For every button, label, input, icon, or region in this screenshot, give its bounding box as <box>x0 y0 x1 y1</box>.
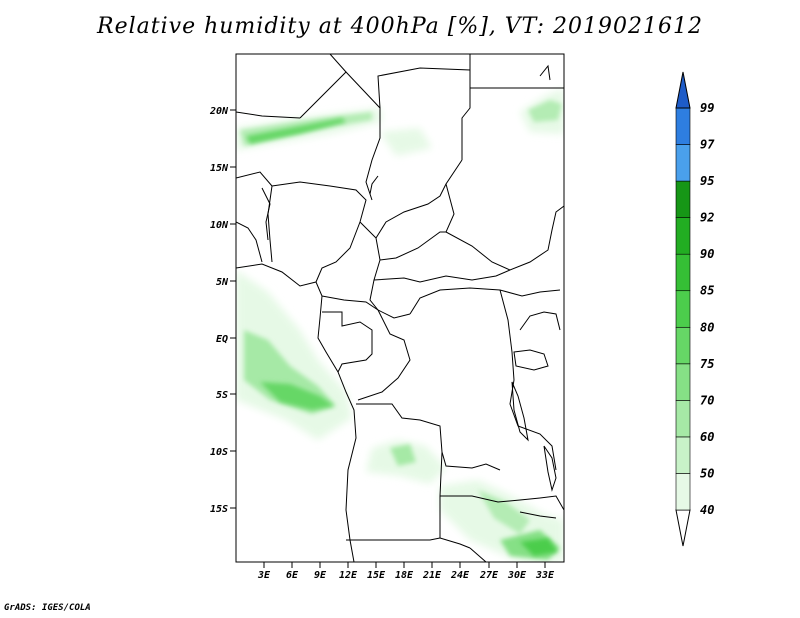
colorbar-label: 90 <box>700 247 714 261</box>
lat-label: 5S <box>216 390 228 401</box>
colorbar-max-arrow <box>675 71 691 109</box>
colorbar-label: 80 <box>700 320 714 334</box>
lat-label: 15S <box>210 504 228 515</box>
colorbar-cell <box>675 436 691 474</box>
colorbar-cell <box>675 253 691 292</box>
lon-label: 33E <box>535 570 555 581</box>
lon-label: 30E <box>507 570 527 581</box>
map-frame <box>235 53 565 563</box>
country-borders <box>236 54 564 562</box>
colorbar-label: 75 <box>700 357 714 371</box>
colorbar-label: 40 <box>700 503 714 517</box>
lat-label: 5N <box>216 277 229 288</box>
lat-label: 15N <box>210 163 229 174</box>
humidity-level-75 <box>246 118 558 556</box>
colorbar-legend: 40 50 60 70 75 80 85 90 92 95 97 99 <box>675 71 715 547</box>
grads-credit: GrADS: IGES/COLA <box>4 603 91 613</box>
colorbar-cell <box>675 400 691 438</box>
colorbar-cells <box>675 71 691 547</box>
colorbar-cell <box>675 290 691 328</box>
colorbar-cell <box>675 144 691 182</box>
colorbar-label: 92 <box>700 211 714 225</box>
colorbar-cell <box>675 363 691 401</box>
lon-label: 21E <box>422 570 442 581</box>
lon-label: 9E <box>314 570 327 581</box>
colorbar-label: 60 <box>700 430 714 444</box>
lon-label: 18E <box>395 570 414 581</box>
colorbar-label: 95 <box>700 174 714 188</box>
lon-label: 12E <box>339 570 358 581</box>
lon-label: 27E <box>479 570 499 581</box>
colorbar-label: 85 <box>700 284 714 298</box>
latitude-axis: 20N 15N 10N 5N EQ 5S 10S 15S <box>209 106 236 515</box>
lat-label: EQ <box>216 334 228 345</box>
colorbar-cell <box>675 217 691 255</box>
lon-label: 15E <box>367 570 386 581</box>
lon-label: 3E <box>257 570 271 581</box>
colorbar-label: 99 <box>700 101 714 115</box>
colorbar-labels: 40 50 60 70 75 80 85 90 92 95 97 99 <box>700 101 715 517</box>
lat-label: 10S <box>210 447 228 458</box>
lon-label: 6E <box>286 570 299 581</box>
longitude-axis: 3E 6E 9E 12E 15E 18E 21E 24E 27E 30E 33E <box>257 562 555 581</box>
lat-label: 20N <box>209 106 229 117</box>
colorbar-label: 97 <box>700 138 715 152</box>
colorbar-cell <box>675 107 691 145</box>
colorbar-cell <box>675 326 691 365</box>
humidity-shading <box>236 88 564 562</box>
humidity-level-40 <box>236 88 564 562</box>
colorbar-cell <box>675 180 691 218</box>
lat-label: 10N <box>210 220 229 231</box>
lon-label: 24E <box>450 570 470 581</box>
colorbar-label: 50 <box>700 466 714 480</box>
colorbar-cell <box>675 473 691 511</box>
colorbar-min-arrow <box>675 509 691 547</box>
map-title: Relative humidity at 400hPa [%], VT: 201… <box>97 14 703 39</box>
colorbar-label: 70 <box>700 393 714 407</box>
